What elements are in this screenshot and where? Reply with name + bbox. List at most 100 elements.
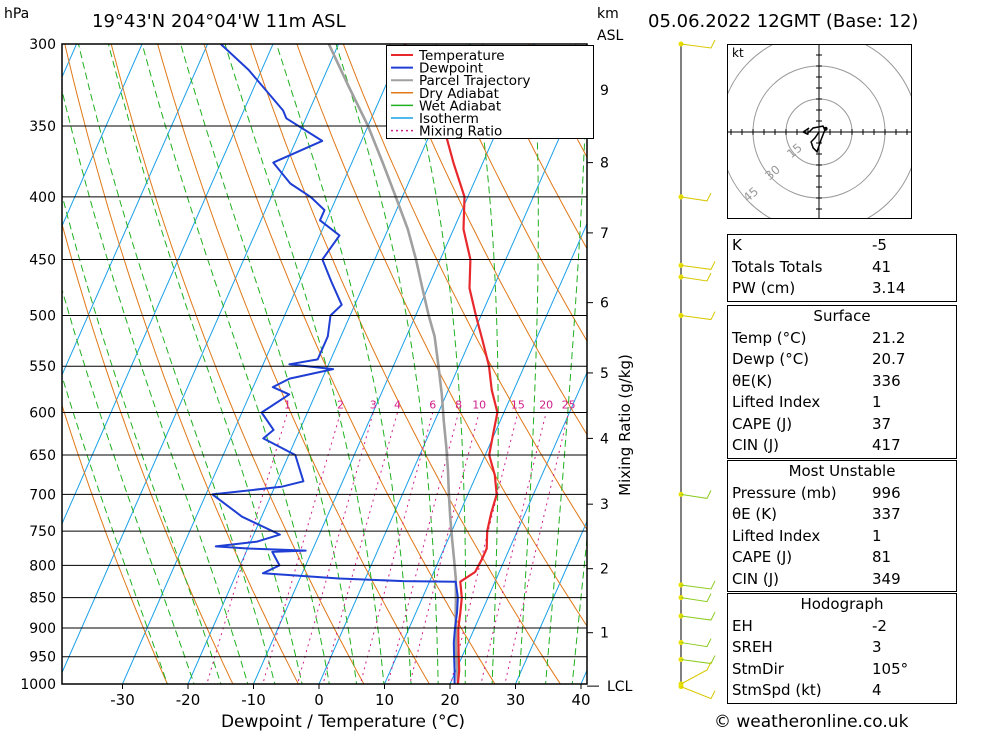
stat-value: 337 xyxy=(872,505,901,523)
mixing-ratio-line xyxy=(387,412,460,684)
pressure-tick-label: 800 xyxy=(29,558,56,574)
wet-adiabat-line xyxy=(141,44,330,684)
parcel-trajectory-line xyxy=(327,44,460,684)
mixing-ratio-label: 15 xyxy=(511,399,525,412)
stat-row: Dewp (°C) 20.7 xyxy=(728,349,956,371)
mixing-ratio-line xyxy=(450,412,519,684)
legend-parcel-trajectory: Parcel Trajectory xyxy=(419,73,531,89)
stat-value: 20.7 xyxy=(872,350,906,368)
height-unit-asl: ASL xyxy=(597,28,624,44)
legend-isotherm: Isotherm xyxy=(419,111,479,127)
stat-row: K -5 xyxy=(728,235,956,257)
mixing-ratio-label: 10 xyxy=(472,399,486,412)
wind-barb xyxy=(680,192,712,202)
stat-value: 81 xyxy=(872,548,892,566)
wet-adiabat-line xyxy=(224,44,385,684)
stat-value: 1 xyxy=(872,526,882,545)
mixing-ratio-label: 6 xyxy=(429,399,436,412)
stat-row: Lifted Index 1 xyxy=(728,526,956,548)
legend-mixing-ratio: Mixing Ratio xyxy=(419,124,502,138)
pressure-tick-label: 400 xyxy=(29,190,56,206)
mixing-ratio-label: 4 xyxy=(394,399,401,412)
wind-barb xyxy=(680,580,716,590)
isotherm-line xyxy=(0,7,27,710)
stat-row: CAPE (J) 81 xyxy=(728,547,956,569)
wind-barb xyxy=(680,261,716,270)
height-tick-label: 5 xyxy=(600,366,609,382)
mixing-ratio-line xyxy=(296,412,374,684)
wind-barb xyxy=(680,490,712,499)
dewpoint-line xyxy=(211,44,459,684)
isotherm-line xyxy=(62,44,340,674)
stat-row: Temp (°C) 21.2 xyxy=(728,328,956,350)
height-tick-label: 1 xyxy=(600,626,609,642)
hodograph-table: Hodograph EH -2 SREH 3 StmDir 105° StmSpd (kt) 4 xyxy=(727,593,957,704)
mixing-ratio-label: 3 xyxy=(370,399,377,412)
stat-label: K xyxy=(732,236,742,254)
x-axis-title: Dewpoint / Temperature (°C) xyxy=(221,712,465,732)
wind-barb xyxy=(680,686,716,700)
x-tick-label: 0 xyxy=(314,691,324,709)
wet-adiabat-line xyxy=(62,193,222,684)
height-tick-label: 6 xyxy=(600,296,609,312)
wind-barb xyxy=(680,661,712,685)
hodograph-panel: 15 30 45 kt xyxy=(727,44,912,219)
dry-adiabat-line xyxy=(110,44,365,684)
stat-row: CIN (J) 417 xyxy=(728,435,956,457)
wind-barb xyxy=(680,39,716,49)
x-tick-label: -20 xyxy=(176,691,201,709)
height-tick-label: 7 xyxy=(600,226,609,242)
stat-label: PW (cm) xyxy=(732,279,796,297)
mixing-ratio-label: 25 xyxy=(562,399,576,412)
lcl-label: LCL xyxy=(607,679,633,695)
hodograph-ring-label: 45 xyxy=(740,184,761,205)
stat-row: StmSpd (kt) 4 xyxy=(728,680,956,702)
pressure-tick-label: 1000 xyxy=(20,677,56,693)
stat-label: SREH xyxy=(732,638,773,656)
stat-value: 41 xyxy=(872,257,892,276)
wind-profile-marker xyxy=(678,41,684,47)
stat-label: CAPE (J) xyxy=(732,414,793,433)
mixing-ratio-label: 1 xyxy=(284,399,291,412)
x-tick-label: -10 xyxy=(241,691,266,709)
stat-row: CAPE (J) 37 xyxy=(728,414,956,436)
height-tick-label: 9 xyxy=(600,83,609,99)
stat-label: CAPE (J) xyxy=(732,548,793,566)
wind-barb xyxy=(680,311,716,321)
surface-table: Surface Temp (°C) 21.2 Dewp (°C) 20.7 θE(K) 33… xyxy=(727,305,957,459)
height-tick-label: 8 xyxy=(600,156,609,172)
stat-label: θE(K) xyxy=(732,371,773,390)
pressure-tick-label: 650 xyxy=(29,448,56,464)
mixing-ratio-line xyxy=(262,412,341,684)
x-tick-label: 20 xyxy=(440,691,459,709)
legend-dry-adiabat: Dry Adiabat xyxy=(419,86,499,102)
wind-profile-marker xyxy=(678,313,684,319)
stat-row: Pressure (mb) 996 xyxy=(728,483,956,505)
stat-label: Lifted Index xyxy=(732,393,821,411)
datetime-title: 05.06.2022 12GMT (Base: 12) xyxy=(648,11,919,32)
wind-profile-marker xyxy=(678,595,684,601)
stat-label: Dewp (°C) xyxy=(732,350,810,368)
legend-dewpoint: Dewpoint xyxy=(419,61,483,77)
wet-adiabat-line xyxy=(62,287,195,684)
stat-label: EH xyxy=(732,616,753,635)
pressure-tick-label: 700 xyxy=(29,487,56,503)
mixing-ratio-label: 8 xyxy=(455,399,462,412)
wind-barb xyxy=(680,611,716,621)
dry-adiabat-line xyxy=(62,222,234,684)
stat-value: -5 xyxy=(872,236,887,254)
stat-row: PW (cm) 3.14 xyxy=(728,278,956,300)
hodograph-trace xyxy=(801,125,826,154)
legend: Temperature Dewpoint Parcel Trajectory Dry … xyxy=(386,45,594,139)
wind-barb xyxy=(680,272,712,282)
stat-row: StmDir 105° xyxy=(728,659,956,681)
stat-value: 21.2 xyxy=(872,328,906,347)
footer-credit: © weatheronline.co.uk xyxy=(714,712,909,732)
hodograph-ring-label: 30 xyxy=(762,162,783,183)
x-tick-label: 10 xyxy=(375,691,394,709)
pressure-tick-label: 300 xyxy=(29,37,56,53)
mixing-ratio-axis-title: Mixing Ratio (g/kg) xyxy=(616,354,634,496)
wet-adiabat-line xyxy=(77,44,276,684)
height-tick-label: 4 xyxy=(600,431,609,447)
wet-adiabat-line xyxy=(62,88,249,684)
